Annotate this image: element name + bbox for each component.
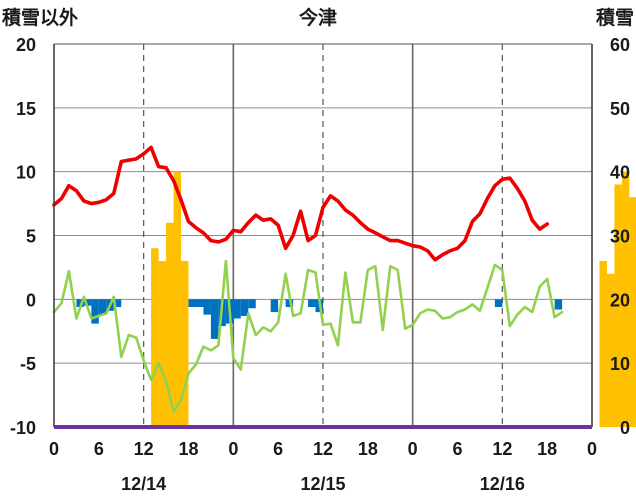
snow-change-bar <box>210 299 219 339</box>
x-tick-label: 18 <box>358 439 378 459</box>
y-right-tick-label: 10 <box>610 354 630 374</box>
snow-depth-bar <box>181 261 189 427</box>
y-left-tick-label: -10 <box>10 418 36 438</box>
y-left-tick-label: 15 <box>16 99 36 119</box>
y-left-tick-label: -5 <box>20 354 36 374</box>
snow-change-bar <box>248 299 256 309</box>
x-tick-label: 0 <box>49 439 59 459</box>
y-right-label: 積雪 <box>596 6 634 29</box>
snow-depth-bar <box>629 197 636 427</box>
snow-change-bar <box>113 299 122 307</box>
snow-change-bar <box>285 299 294 307</box>
x-tick-label: 0 <box>228 439 238 459</box>
snow-depth-bar <box>614 184 622 427</box>
date-label: 12/15 <box>300 474 345 494</box>
snow-change-bar <box>233 299 241 319</box>
snow-change-bar <box>195 299 204 307</box>
snow-change-bar <box>270 299 279 313</box>
snow-depth-bar <box>158 261 167 427</box>
y-right-tick-label: 40 <box>610 163 630 183</box>
y-right-tick-label: 60 <box>610 35 630 55</box>
snow-change-bar <box>494 299 503 307</box>
axes <box>53 43 593 429</box>
x-tick-label: 18 <box>178 439 198 459</box>
x-tick-label: 12 <box>134 439 154 459</box>
x-tick-label: 12 <box>492 439 512 459</box>
snow-change-bar <box>240 299 249 316</box>
date-label: 12/14 <box>121 474 166 494</box>
y-left-tick-label: 10 <box>16 163 36 183</box>
snow-change-bar <box>83 299 92 306</box>
x-tick-label: 6 <box>452 439 462 459</box>
snow-change-bar <box>91 299 99 324</box>
snow-depth-bar <box>599 261 607 427</box>
chart-title: 今津 <box>298 6 337 29</box>
y-right-tick-label: 0 <box>620 418 630 438</box>
y-left-tick-label: 0 <box>26 290 36 310</box>
x-tick-label: 18 <box>537 439 557 459</box>
x-tick-label: 0 <box>587 439 597 459</box>
grid <box>54 44 592 427</box>
snow-depth-bar <box>151 248 159 427</box>
snow-depth-bar <box>606 273 615 427</box>
y-right-tick-label: 30 <box>610 227 630 247</box>
snow-change-bar <box>188 299 196 307</box>
snow-depth-bar <box>173 171 182 427</box>
snow-change-bar <box>203 299 211 315</box>
x-tick-label: 6 <box>273 439 283 459</box>
y-left-tick-label: 20 <box>16 35 36 55</box>
y-left-label: 積雪以外 <box>2 6 78 29</box>
lines <box>52 145 564 414</box>
snow-depth-bars <box>151 171 636 427</box>
temperature-line <box>52 145 550 262</box>
snow-change-bar <box>76 299 84 307</box>
snow-change-bar <box>98 299 107 315</box>
snow-depth-bar <box>166 222 174 427</box>
x-tick-label: 0 <box>408 439 418 459</box>
date-label: 12/16 <box>480 474 525 494</box>
y-right-tick-label: 50 <box>610 99 630 119</box>
y-left-tick-label: 5 <box>26 227 36 247</box>
x-tick-label: 6 <box>94 439 104 459</box>
dewpoint-line <box>52 259 564 414</box>
y-right-tick-label: 20 <box>610 290 630 310</box>
snow-depth-bar <box>621 171 630 427</box>
snow-change-bar <box>308 299 316 307</box>
snow-change-bar <box>554 299 563 310</box>
x-tick-label: 12 <box>313 439 333 459</box>
